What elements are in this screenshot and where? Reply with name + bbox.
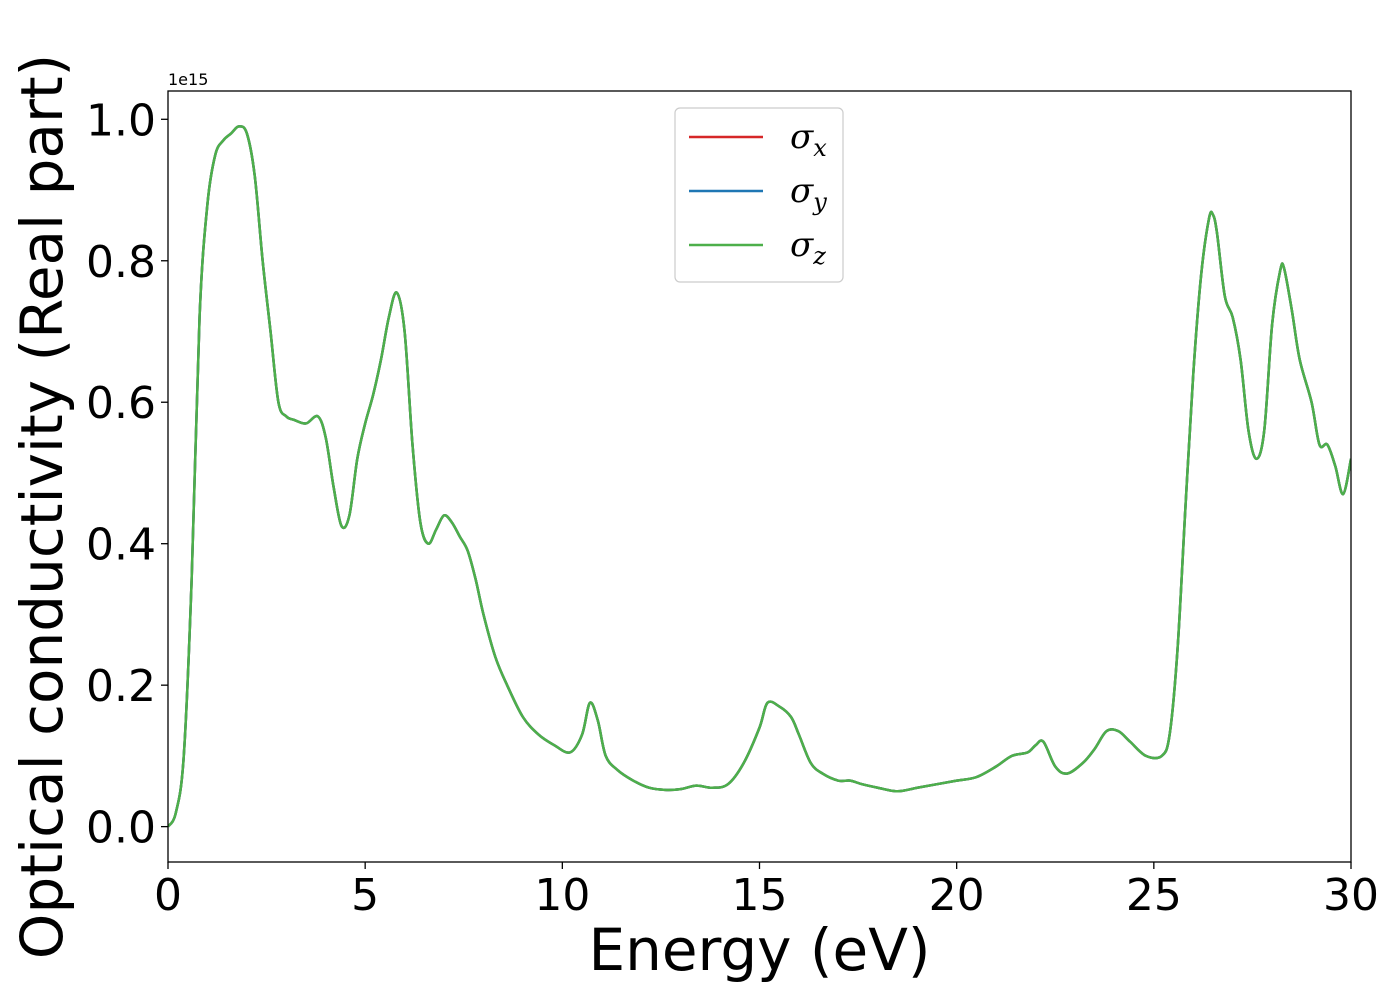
plot-lines xyxy=(168,125,1351,828)
y-tick-label: 0.2 xyxy=(86,661,156,712)
series-line-sigma-z xyxy=(168,125,1351,828)
x-tick-label: 0 xyxy=(154,870,182,921)
y-axis-ticks: 0.0 0.2 0.4 0.6 0.8 1.0 xyxy=(86,95,168,854)
x-tick-label: 20 xyxy=(929,870,985,921)
x-tick-label: 30 xyxy=(1323,870,1379,921)
y-tick-label: 0.0 xyxy=(86,803,156,854)
y-tick-label: 0.8 xyxy=(86,237,156,288)
legend-box xyxy=(674,107,844,283)
y-axis-scale-label: 1e15 xyxy=(168,70,208,89)
x-tick-label: 5 xyxy=(351,870,379,921)
y-tick-label: 0.6 xyxy=(86,378,156,429)
x-tick-label: 10 xyxy=(534,870,590,921)
x-axis-title: Energy (eV) xyxy=(588,916,930,984)
y-tick-label: 1.0 xyxy=(86,95,156,146)
y-tick-label: 0.4 xyxy=(86,520,156,571)
x-axis-ticks: 0 5 10 15 20 25 30 xyxy=(154,862,1379,921)
x-tick-label: 15 xyxy=(732,870,788,921)
y-axis-title: Optical conductivity (Real part) xyxy=(8,54,76,959)
x-tick-label: 25 xyxy=(1126,870,1182,921)
